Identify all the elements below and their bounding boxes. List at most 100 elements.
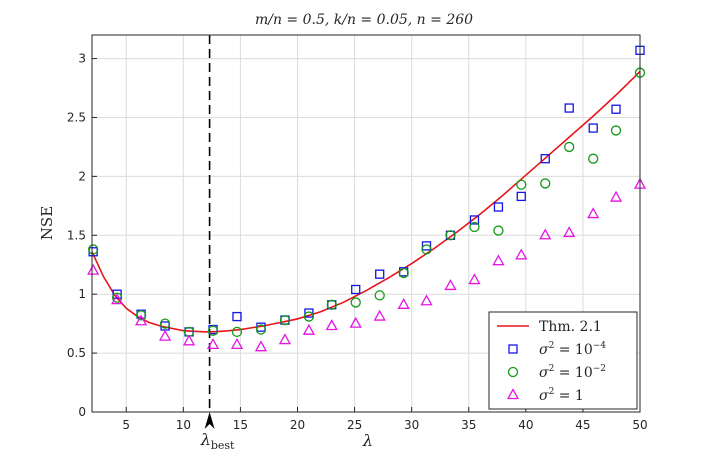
y-tick-label: 3 [78,52,86,66]
marker-layer [87,45,647,352]
square-marker [588,123,598,133]
circle-marker [610,125,622,136]
x-tick-label: 25 [347,418,362,432]
x-tick-label: 40 [518,418,533,432]
square-marker [304,308,314,318]
triangle-marker [254,340,268,352]
circle-marker [255,324,267,335]
circle-marker [350,297,361,308]
square-marker [421,241,432,251]
legend-label-symbol: σ [539,342,549,358]
square-marker [232,311,242,322]
circle-marker [111,292,123,303]
triangle-marker [182,334,196,346]
circle-marker [326,299,337,310]
circle-marker [279,314,291,326]
circle-marker [469,221,480,233]
circle-marker [421,244,432,255]
legend-label: Thm. 2.1 [539,319,602,335]
best-lambda-annotation: λbest [200,412,235,452]
y-tick-label: 0.5 [67,346,86,360]
triangle-marker [609,190,623,202]
legend-label-symbol: σ [539,388,549,404]
triangle-marker [302,323,316,335]
triangle-marker [539,228,552,240]
legend-label-exponent: −2 [593,364,606,374]
triangle-marker [278,333,292,345]
circle-marker [303,311,315,322]
x-tick-label: 20 [290,418,305,432]
circle-marker [588,153,599,164]
y-axis-label: NSE [38,206,56,240]
legend-label-exponent: −4 [593,341,607,351]
chart-title: m/n = 0.5, k/n = 0.05, n = 260 [255,12,473,28]
square-marker [375,269,385,279]
y-axis-ticks: 0 0.5 1 1.5 2 2.5 3 [67,52,97,419]
plot-frame [91,34,641,413]
triangle-marker [468,273,481,285]
legend-label-superscript: 2 [549,341,555,351]
legend-triangle-swatch [506,388,520,400]
y-tick-label: 2.5 [67,110,86,124]
square-marker [112,289,122,299]
triangle-marker [587,207,600,219]
circle-marker [135,310,147,321]
square-marker [351,284,361,295]
y-tick-label: 2 [78,169,86,183]
triangle-marker [373,309,386,321]
legend-label-symbol: σ [539,365,549,381]
circle-marker [231,326,243,338]
legend-label: σ2 = 1 [539,387,584,404]
circle-marker [374,290,385,301]
circle-marker [493,225,504,236]
circle-marker [564,141,575,153]
circle-marker [445,230,456,241]
x-axis-label: λ [362,431,373,450]
square-marker [493,202,504,212]
legend-square-swatch [508,344,518,354]
legend-label-superscript: 2 [549,364,555,374]
triangle-marker [397,297,410,309]
x-tick-label: 35 [461,418,476,432]
square-marker [540,154,550,164]
arrow-head-icon [204,412,215,429]
circle-marker [207,325,219,336]
x-tick-label: 5 [122,418,130,432]
legend-circle-swatch [507,366,519,378]
triangle-marker [325,319,338,331]
x-tick-label: 30 [404,418,419,432]
legend-box [488,311,638,410]
x-tick-label: 50 [632,418,647,432]
y-tick-label: 1 [78,287,86,301]
legend-label-value: = 10 [554,365,592,381]
triangle-marker [349,316,362,328]
circle-marker [516,179,527,190]
triangle-marker [134,314,148,326]
triangle-marker [158,329,172,341]
best-lambda-subscript: best [211,439,235,452]
square-marker [469,215,480,225]
legend: Thm. 2.1σ2 = 10−4σ2 = 10−2σ2 = 1 [488,311,638,410]
triangle-marker [515,248,528,260]
legend-label: σ2 = 10−2 [539,364,606,381]
triangle-marker [111,293,124,305]
square-marker [564,103,574,113]
best-lambda-label: λbest [200,430,235,452]
y-tick-label: 0 [78,405,86,419]
triangle-marker [87,263,100,275]
legend-label-value: = 1 [554,388,584,404]
triangle-marker [206,338,220,349]
legend-label: σ2 = 10−4 [539,341,606,358]
circle-marker [540,178,551,189]
best-lambda-symbol: λ [200,430,211,449]
legend-label-value: = 10 [554,342,592,358]
circle-marker [398,267,409,279]
circle-marker [159,318,171,329]
square-marker [611,104,621,114]
legend-label-superscript: 2 [549,387,555,397]
x-tick-label: 45 [575,418,590,432]
x-axis-ticks: 5 10 15 20 25 30 35 40 45 50 [122,407,648,432]
triangle-marker [444,279,457,291]
y-tick-label: 1.5 [67,228,86,242]
